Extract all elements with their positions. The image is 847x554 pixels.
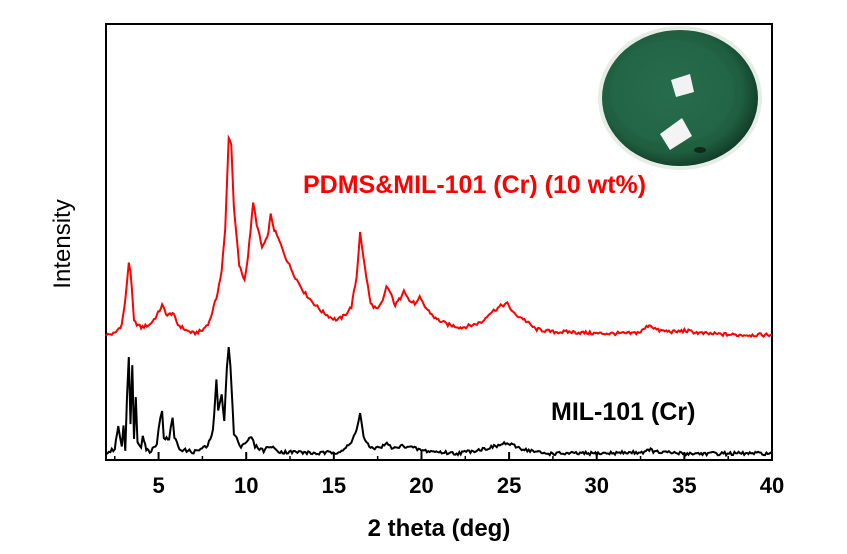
x-tick-label: 25: [497, 473, 521, 498]
plot-frame: [105, 23, 773, 461]
membrane-fragment-lower: [660, 118, 692, 150]
x-tick-label: 20: [409, 473, 433, 498]
x-axis-title: 2 theta (deg): [368, 515, 511, 542]
x-tick-label: 35: [672, 473, 696, 498]
series-label-pdms-mil101: PDMS&MIL-101 (Cr) (10 wt%): [303, 171, 646, 199]
x-tick-label: 5: [152, 473, 164, 498]
y-axis-title: Intensity: [49, 199, 76, 288]
x-tick-label: 30: [584, 473, 608, 498]
series-line-mil101: [105, 347, 773, 458]
x-tick-label: 15: [322, 473, 346, 498]
series-line-pdms-mil101: [105, 134, 772, 338]
series-label-mil101: MIL-101 (Cr): [551, 398, 695, 426]
x-tick-label: 40: [760, 473, 784, 498]
x-tick-label: 10: [234, 473, 258, 498]
x-axis-ticks: 5 10 15 20 25 30 35 40: [114, 452, 784, 498]
inset-photo: [598, 26, 762, 170]
membrane-fragment-upper: [671, 74, 694, 97]
